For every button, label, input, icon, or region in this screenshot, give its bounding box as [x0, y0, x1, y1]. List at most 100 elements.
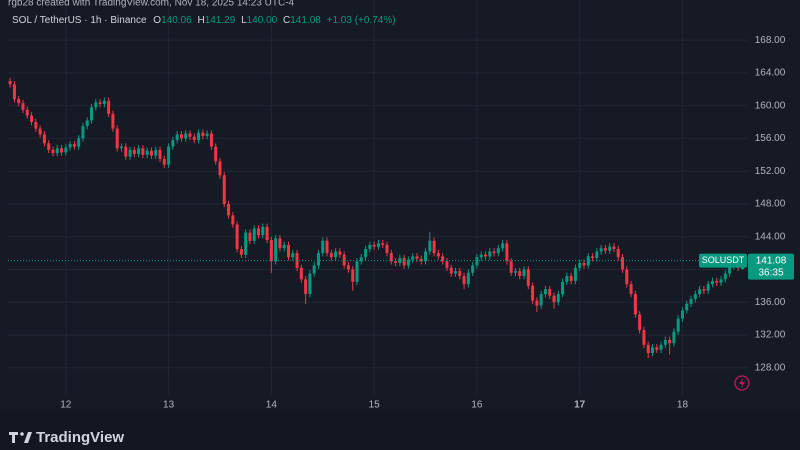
y-tick-label: 136.00: [755, 297, 786, 308]
candle-body: [261, 226, 265, 236]
candle-body: [274, 238, 278, 262]
y-tick-label: 152.00: [755, 166, 786, 177]
symbol-tag-label: SOLUSDT: [702, 255, 745, 265]
candle-body: [655, 347, 659, 350]
legend-value: 140.06: [161, 15, 192, 26]
y-tick-label: 144.00: [755, 231, 786, 242]
legend-label: O: [153, 15, 161, 26]
candle-body: [299, 267, 303, 280]
candle-body: [167, 146, 171, 165]
candle-body: [466, 272, 470, 285]
candle-body: [342, 254, 346, 266]
chart-background: [0, 0, 800, 412]
candle-body: [432, 240, 436, 254]
logo-mark: [20, 432, 24, 436]
candle-body: [573, 267, 577, 281]
candle-body: [8, 81, 12, 85]
attribution: rgb28 created with TradingView.com, Nov …: [8, 0, 295, 9]
candle-body: [723, 273, 727, 280]
candle-body: [663, 339, 667, 345]
candle-body: [235, 224, 239, 250]
candle-body: [586, 256, 590, 266]
candle-body: [668, 339, 672, 344]
candle-body: [154, 149, 158, 156]
candle-body: [218, 161, 222, 176]
candle-body: [518, 271, 522, 277]
candle-body: [445, 261, 449, 268]
candle-body: [535, 300, 539, 306]
candle-body: [398, 258, 402, 263]
candle-body: [227, 203, 231, 216]
candle-body: [539, 294, 543, 306]
candle-body: [316, 253, 320, 266]
candle-body: [402, 258, 406, 266]
candle-body: [693, 294, 697, 299]
candle-body: [513, 271, 517, 273]
candle-body: [651, 347, 655, 354]
candle-body: [188, 133, 192, 137]
candle-body: [90, 107, 94, 121]
candle-body: [158, 149, 162, 159]
candle-body: [175, 134, 179, 141]
candle-body: [702, 289, 706, 291]
candle-body: [12, 84, 16, 100]
x-tick-label: 18: [677, 400, 689, 411]
legend-value: 141.08: [290, 15, 321, 26]
candle-body: [231, 215, 235, 225]
candle-body: [359, 257, 363, 262]
candle-body: [599, 248, 603, 252]
candle-body: [278, 238, 282, 249]
candle-body: [107, 100, 111, 114]
candle-body: [197, 132, 201, 141]
candle-body: [308, 273, 312, 295]
logo: TradingView: [9, 429, 124, 446]
legend-label: L: [241, 15, 247, 26]
x-tick-label: 12: [60, 400, 72, 411]
candle-body: [55, 148, 59, 154]
candle-body: [633, 294, 637, 315]
legend-label: C: [283, 15, 290, 26]
countdown-label: 36:35: [758, 267, 783, 278]
candle-body: [257, 228, 261, 236]
price-tag: [748, 253, 794, 280]
candle-body: [595, 251, 599, 259]
y-tick-label: 160.00: [755, 100, 786, 111]
candle-body: [591, 256, 595, 259]
candle-body: [60, 148, 64, 153]
candle-body: [543, 289, 547, 295]
candle-body: [334, 251, 338, 258]
candle-body: [119, 146, 123, 149]
candle-body: [141, 148, 145, 155]
candle-body: [265, 226, 269, 240]
candle-body: [111, 113, 115, 129]
alert-icon[interactable]: [734, 375, 750, 391]
candle-body: [454, 271, 458, 274]
candle-body: [719, 279, 723, 283]
candle-body: [132, 149, 136, 154]
y-tick-label: 132.00: [755, 330, 786, 341]
candle-body: [128, 149, 132, 157]
candle-body: [475, 257, 479, 266]
candle-body: [625, 269, 629, 285]
candle-body: [436, 253, 440, 257]
candle-body: [124, 146, 128, 157]
change: +1.03 (+0.74%): [327, 15, 396, 26]
candle-body: [149, 150, 153, 156]
candle-body: [98, 102, 102, 105]
candle-body: [483, 254, 487, 257]
candle-body: [462, 276, 466, 285]
candle-body: [205, 133, 209, 136]
candle-body: [355, 261, 359, 282]
candle-body: [424, 251, 428, 262]
candle-body: [389, 253, 393, 262]
candle-body: [458, 271, 462, 277]
candle-body: [368, 244, 372, 250]
candle-body: [680, 310, 684, 319]
candle-body: [728, 266, 732, 274]
candle-body: [531, 285, 535, 301]
candle-body: [411, 256, 415, 260]
candle-body: [51, 149, 55, 154]
candle-body: [17, 99, 21, 104]
candle-body: [471, 265, 475, 273]
candle-body: [346, 265, 350, 270]
